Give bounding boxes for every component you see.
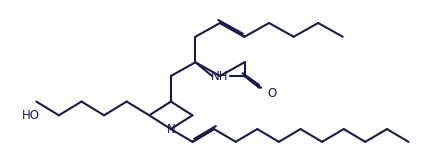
Text: O: O bbox=[267, 87, 276, 100]
Text: NH: NH bbox=[211, 70, 229, 82]
Text: HO: HO bbox=[22, 109, 40, 122]
Text: N: N bbox=[167, 123, 175, 136]
